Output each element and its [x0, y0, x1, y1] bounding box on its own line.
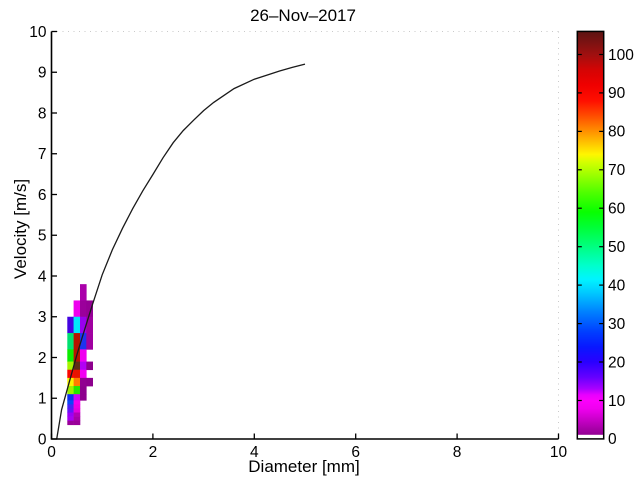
- svg-text:4: 4: [250, 444, 259, 461]
- svg-text:8: 8: [453, 444, 462, 461]
- svg-text:60: 60: [608, 201, 626, 218]
- svg-text:0: 0: [38, 431, 47, 448]
- svg-text:6: 6: [38, 187, 47, 204]
- svg-text:8: 8: [38, 105, 47, 122]
- svg-text:4: 4: [38, 268, 47, 285]
- svg-text:2: 2: [149, 444, 158, 461]
- svg-text:10: 10: [608, 393, 626, 410]
- svg-text:Diameter [mm]: Diameter [mm]: [248, 457, 359, 476]
- svg-text:90: 90: [608, 85, 626, 102]
- svg-text:80: 80: [608, 124, 626, 141]
- svg-text:2: 2: [38, 350, 47, 367]
- svg-text:0: 0: [608, 431, 617, 448]
- svg-text:26–Nov–2017: 26–Nov–2017: [250, 6, 356, 25]
- svg-text:30: 30: [608, 316, 626, 333]
- svg-text:70: 70: [608, 162, 626, 179]
- svg-text:100: 100: [608, 47, 634, 64]
- svg-text:9: 9: [38, 65, 47, 82]
- svg-text:10: 10: [550, 444, 568, 461]
- svg-text:40: 40: [608, 277, 626, 294]
- svg-text:7: 7: [38, 146, 47, 163]
- svg-text:3: 3: [38, 309, 47, 326]
- svg-text:1: 1: [38, 391, 47, 408]
- svg-text:5: 5: [38, 228, 47, 245]
- svg-text:0: 0: [47, 444, 56, 461]
- svg-text:10: 10: [29, 24, 47, 41]
- svg-text:50: 50: [608, 239, 626, 256]
- svg-text:Velocity [m/s]: Velocity [m/s]: [11, 179, 30, 279]
- svg-text:20: 20: [608, 354, 626, 371]
- svg-text:6: 6: [351, 444, 360, 461]
